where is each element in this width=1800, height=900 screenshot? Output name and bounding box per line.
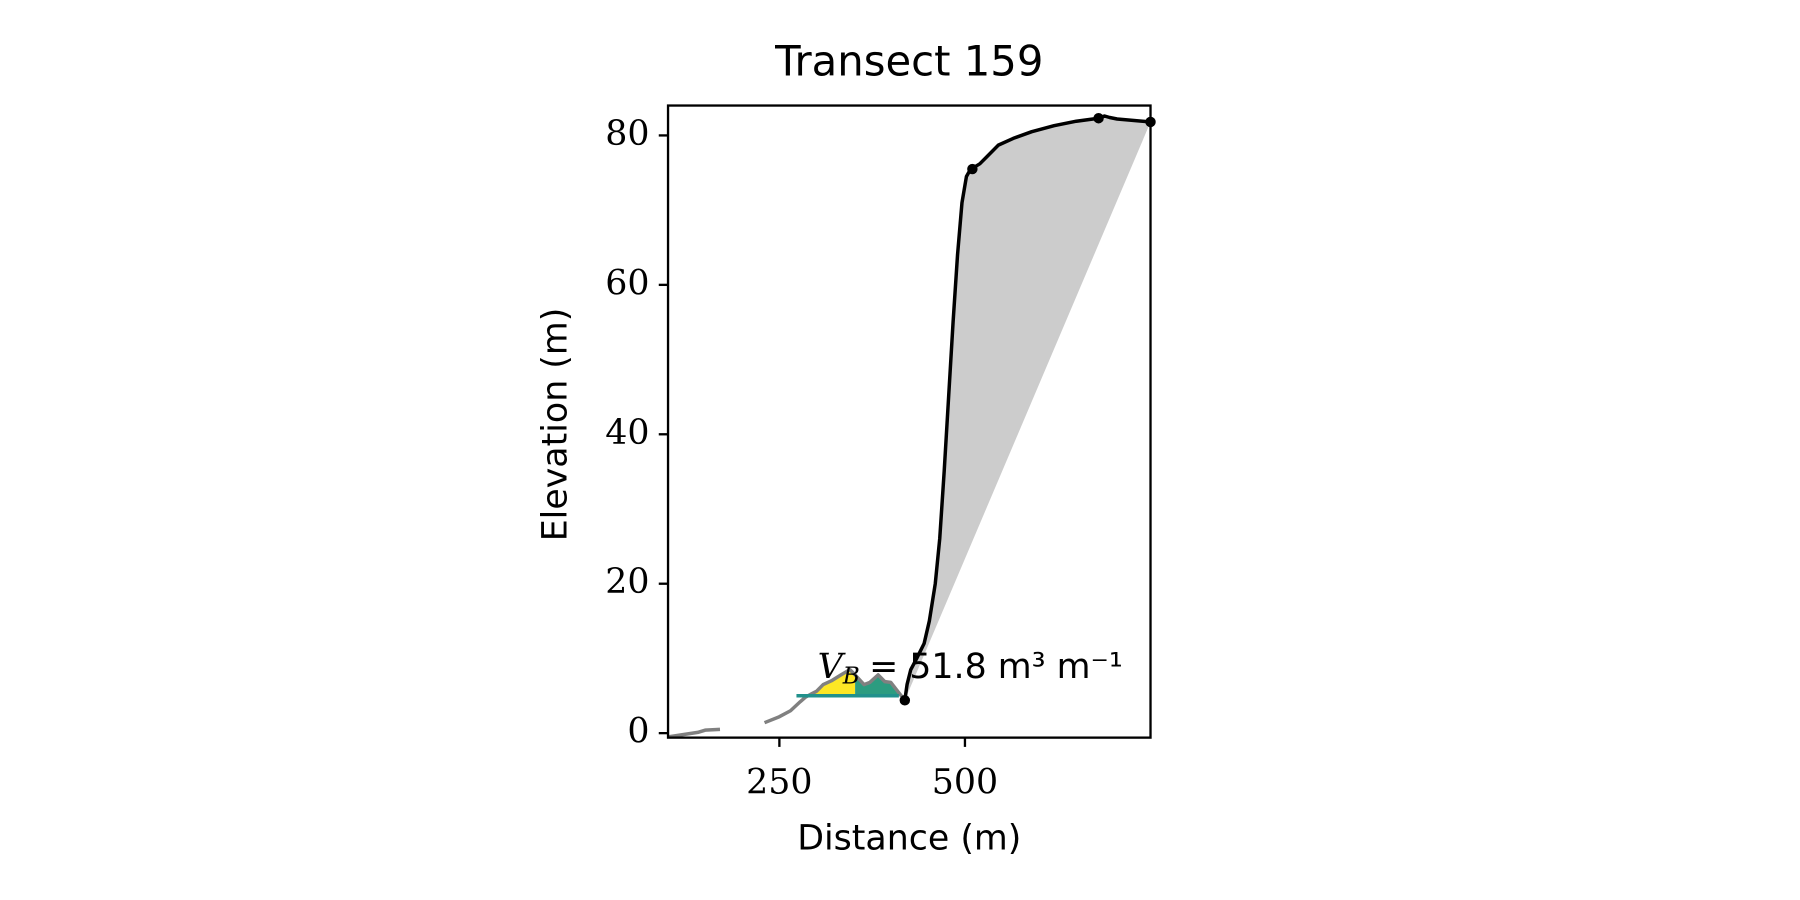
- x-tick-label: 500: [932, 763, 998, 803]
- volume-area: [813, 669, 856, 696]
- y-tick-label: 40: [605, 413, 649, 453]
- point: [899, 695, 911, 706]
- y-tick-label: 20: [605, 562, 649, 602]
- y-tick-label: 80: [605, 114, 649, 154]
- y-tick-label: 0: [627, 712, 649, 752]
- chart-title: Transect 159: [774, 36, 1043, 85]
- x-tick-label: 250: [746, 763, 812, 803]
- y-tick-label: 60: [605, 263, 649, 303]
- annotation-part: = 51.8 m³ m⁻¹: [869, 647, 1123, 687]
- plot-area: [668, 114, 1151, 738]
- point: [1093, 113, 1104, 124]
- x-axis-label: Distance (m): [797, 819, 1021, 859]
- volume-area: [855, 674, 899, 696]
- profile-fill: [904, 116, 1151, 701]
- axes-frame: [666, 104, 1152, 739]
- point: [967, 163, 978, 175]
- annotation-part: V: [818, 647, 847, 687]
- profile-line: [668, 667, 907, 738]
- profile-line: [903, 114, 1151, 701]
- annotation: VB = 51.8 m³ m⁻¹: [818, 647, 1123, 690]
- annotation-part: B: [842, 662, 860, 689]
- y-axis-label: Elevation (m): [536, 308, 576, 542]
